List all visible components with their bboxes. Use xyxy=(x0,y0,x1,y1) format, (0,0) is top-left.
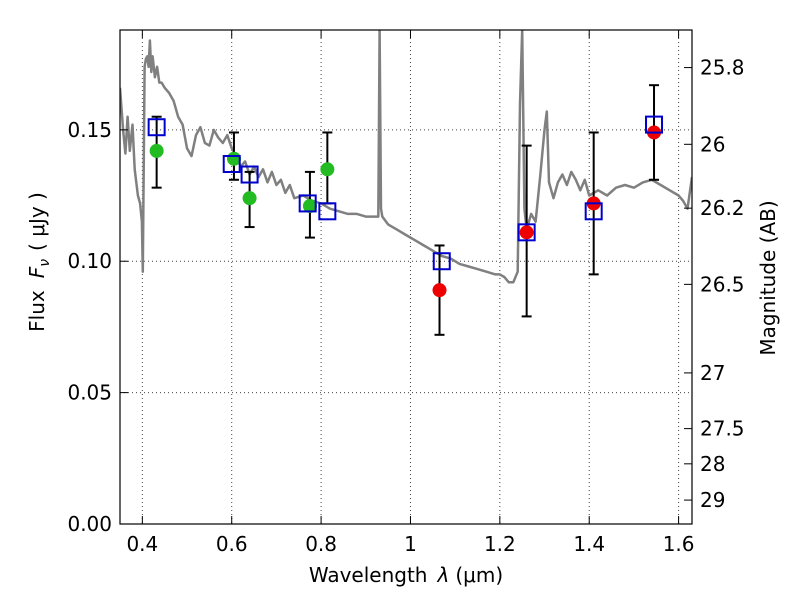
template-spectrum xyxy=(120,30,692,284)
model-square xyxy=(318,202,337,221)
y2-tick-label: 29 xyxy=(700,488,725,512)
y2-tick-label: 27 xyxy=(700,361,725,385)
model-square xyxy=(240,165,259,184)
x-tick-label: 1.4 xyxy=(573,532,605,556)
error-bars xyxy=(151,84,660,336)
y-tick-label: 0.00 xyxy=(67,512,112,536)
y-axis-title: FluxFν( μJy ) xyxy=(25,192,53,332)
model-square xyxy=(298,194,317,213)
observed-point-red xyxy=(432,283,447,298)
y2-tick-label: 26.2 xyxy=(700,196,745,220)
y-tick-label: 0.10 xyxy=(67,249,112,273)
y2-tick-label: 28 xyxy=(700,452,725,476)
y2-tick-label: 27.5 xyxy=(700,417,745,441)
model-square xyxy=(222,155,241,174)
observed-point-green xyxy=(302,199,317,214)
model-squares xyxy=(147,115,664,271)
y2-tick-label: 26 xyxy=(700,132,725,156)
observed-point-green xyxy=(149,143,164,158)
x-tick-label: 1.6 xyxy=(663,532,695,556)
plot-frame xyxy=(119,29,693,525)
y2-axis-title: Magnitude (AB) xyxy=(756,200,780,355)
y-tick-label: 0.05 xyxy=(67,381,112,405)
y2-tick-label: 25.8 xyxy=(700,56,745,80)
model-square xyxy=(645,115,664,134)
y2-tick-label: 26.5 xyxy=(700,272,745,296)
observed-point-green xyxy=(242,191,257,206)
x-tick-label: 0.6 xyxy=(216,532,248,556)
model-square xyxy=(147,118,166,137)
x-tick-label: 1.2 xyxy=(484,532,516,556)
x-tick-label: 0.8 xyxy=(305,532,337,556)
template-spectrum-line xyxy=(120,30,692,284)
x-tick-label: 1 xyxy=(404,532,417,556)
x-axis-title: Wavelength λ (μm) xyxy=(309,563,503,587)
model-square xyxy=(517,223,536,242)
observed-point-green xyxy=(320,162,335,177)
model-square xyxy=(432,252,451,271)
axis-ticks: 0.4 0.6 0.8 1 1.2 1.4 1.6 0.00 0.05 0.10 0.15 25.8 2… xyxy=(67,30,745,556)
observed-point-red xyxy=(519,225,534,240)
y-tick-label: 0.15 xyxy=(67,118,112,142)
model-square xyxy=(584,202,603,221)
x-tick-label: 0.4 xyxy=(126,532,158,556)
